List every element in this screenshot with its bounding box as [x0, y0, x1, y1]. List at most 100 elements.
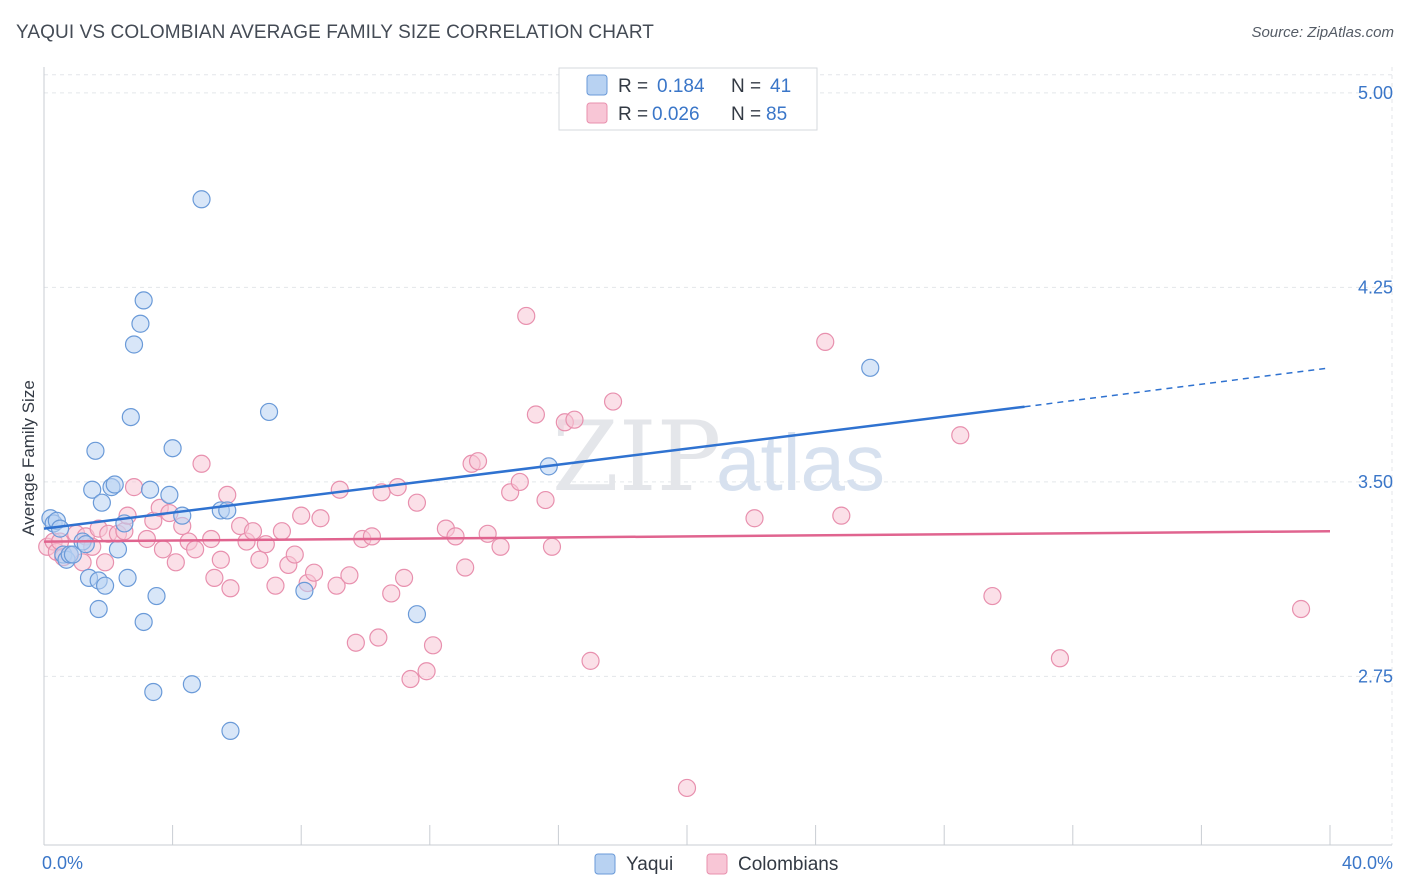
legend-r-label-colombians: R =: [618, 104, 648, 125]
colombians-point: [401, 669, 420, 689]
series-legend-label-colombians: Colombians: [738, 854, 838, 875]
colombians-point: [1291, 599, 1311, 619]
colombians-point: [205, 568, 224, 587]
watermark-atlas: atlas: [716, 418, 885, 507]
colombians-point: [330, 480, 349, 499]
y-tick-label: 2.75: [1358, 666, 1393, 686]
yaqui-point: [147, 586, 166, 606]
source-label: Source: ZipAtlas.com: [1251, 24, 1394, 41]
colombians-point: [446, 527, 465, 546]
colombians-point: [95, 553, 115, 572]
yaqui-point: [259, 402, 279, 422]
y-tick-label: 4.25: [1358, 277, 1393, 297]
yaqui-point: [134, 612, 153, 632]
axis-layer: 2.75 3.50 4.25 5.00 0.0% 40.0%: [42, 67, 1393, 873]
colombians-points: [38, 306, 1311, 798]
yaqui-point: [140, 480, 160, 499]
x-tick-label-max: 40.0%: [1342, 853, 1393, 873]
colombians-point: [816, 332, 835, 351]
colombians-point: [478, 524, 497, 543]
legend-r-label-yaqui: R =: [618, 76, 648, 97]
colombians-point: [517, 306, 536, 326]
colombians-point: [221, 579, 240, 598]
yaqui-point: [108, 540, 128, 559]
colombians-point: [1050, 649, 1070, 668]
yaqui-point: [76, 535, 95, 554]
yaqui-point: [124, 335, 144, 354]
colombians-point: [510, 472, 529, 492]
colombians-point: [272, 522, 292, 541]
colombians-point: [369, 628, 388, 647]
chart-title: YAQUI VS COLOMBIAN AVERAGE FAMILY SIZE C…: [16, 22, 655, 43]
y-axis-title: Average Family Size: [19, 380, 38, 536]
yaqui-point: [105, 475, 124, 494]
colombians-point: [166, 553, 185, 572]
yaqui-point: [144, 682, 163, 702]
yaqui-point: [118, 568, 137, 587]
colombians-point: [124, 478, 144, 497]
colombians-point: [256, 535, 275, 554]
colombians-point: [581, 651, 600, 670]
colombians-point: [603, 392, 623, 411]
y-tick-label: 3.50: [1358, 472, 1393, 492]
colombians-trend-line: [43, 529, 1331, 543]
colombians-point: [292, 506, 311, 525]
yaqui-point: [134, 291, 153, 310]
colombians-point: [218, 485, 237, 504]
legend-n-label-colombians: N =: [731, 104, 761, 125]
colombians-point: [327, 576, 346, 595]
colombians-point: [677, 778, 697, 798]
y-tick-label: 5.00: [1358, 83, 1393, 103]
colombians-point: [745, 509, 764, 528]
yaqui-trend-extension: [1024, 367, 1331, 408]
legend-swatch-colombians: [586, 102, 608, 124]
colombians-point: [407, 493, 427, 512]
yaqui-point: [221, 721, 240, 740]
series-legend: Yaqui Colombians: [594, 853, 838, 875]
yaqui-point: [95, 576, 115, 595]
yaqui-point: [160, 485, 179, 504]
yaqui-point: [83, 480, 102, 499]
colombians-point: [153, 540, 173, 559]
yaqui-point: [192, 190, 211, 209]
yaqui-point: [63, 545, 83, 564]
series-legend-swatch-colombians: [706, 853, 728, 875]
colombians-point: [388, 478, 407, 497]
yaqui-point: [86, 441, 105, 460]
colombians-point: [266, 576, 285, 595]
trend-lines: [43, 367, 1331, 543]
colombians-point: [346, 633, 365, 652]
legend-swatch-yaqui: [586, 74, 608, 96]
colombians-point: [211, 550, 230, 569]
legend-n-value-colombians: 85: [766, 104, 787, 125]
yaqui-point: [407, 605, 427, 624]
yaqui-point: [121, 408, 140, 427]
series-legend-swatch-yaqui: [594, 853, 616, 875]
colombians-point: [137, 529, 156, 549]
colombians-point: [250, 550, 269, 569]
colombians-point: [417, 662, 436, 681]
colombians-point: [340, 566, 359, 585]
yaqui-trend-line: [43, 405, 1025, 530]
colombians-point: [311, 509, 330, 528]
colombians-point: [394, 568, 414, 587]
yaqui-point: [92, 493, 111, 512]
series-legend-label-yaqui: Yaqui: [626, 854, 673, 875]
colombians-point: [304, 563, 324, 582]
yaqui-point: [861, 358, 880, 377]
yaqui-point: [89, 599, 108, 619]
colombians-point: [491, 537, 510, 556]
colombians-point: [565, 410, 584, 429]
colombians-point: [536, 490, 555, 510]
colombians-point: [423, 636, 443, 655]
colombians-point: [542, 537, 562, 556]
colombians-point: [456, 558, 475, 577]
legend-n-value-yaqui: 41: [770, 76, 791, 97]
yaqui-point: [163, 439, 182, 458]
legend-r-value-yaqui: 0.184: [657, 76, 705, 97]
colombians-point: [192, 454, 211, 473]
colombians-point: [983, 586, 1002, 606]
yaqui-point: [295, 581, 314, 600]
colombians-point: [186, 540, 205, 559]
